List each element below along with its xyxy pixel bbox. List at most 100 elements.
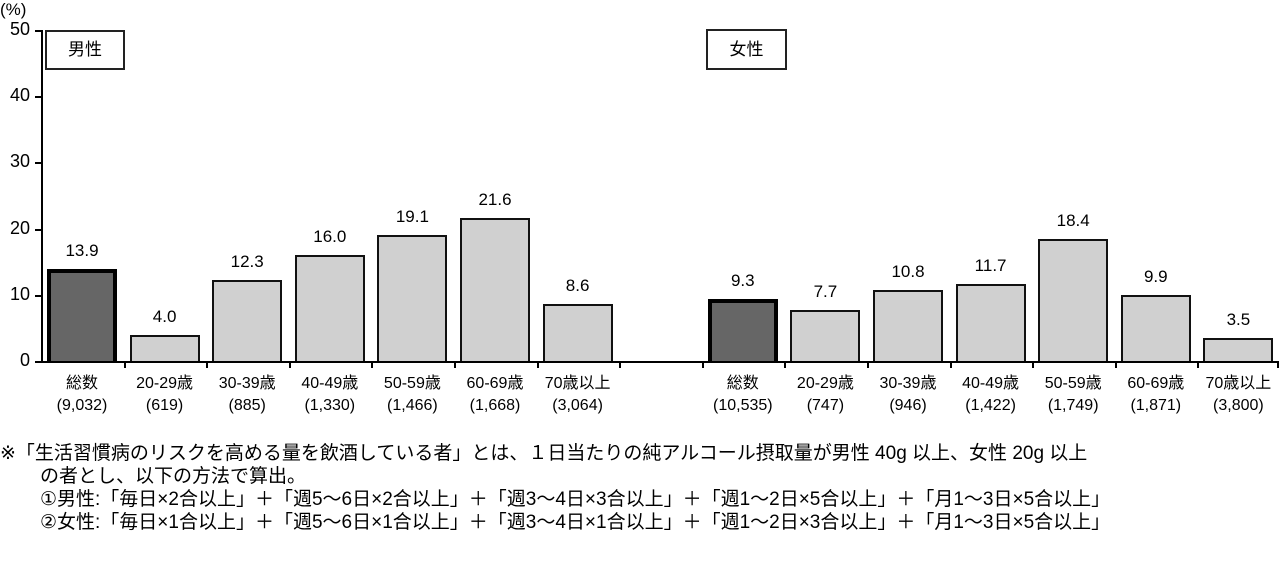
category-name: 70歳以上: [1205, 375, 1272, 392]
sample-size: (3,064): [552, 397, 603, 414]
value-label: 10.8: [891, 261, 925, 281]
y-axis-unit: (%): [0, 0, 27, 19]
y-tick: [35, 162, 41, 165]
category-label: 30-39歳 (946): [866, 373, 950, 417]
value-label: 19.1: [395, 206, 429, 226]
bar-age-group: [377, 234, 448, 361]
bar-total: [707, 299, 778, 361]
panel-label-male: 男性: [45, 30, 125, 70]
bar-age-group: [294, 255, 365, 361]
category-name: 50-59歳: [383, 375, 441, 392]
x-tick: [123, 361, 126, 368]
y-tick-label: 0: [19, 350, 30, 370]
bar-age-group: [460, 218, 530, 361]
sample-size: (619): [145, 397, 184, 414]
category-name: 30-39歳: [218, 375, 276, 392]
category-label: 30-39歳 (885): [205, 373, 289, 417]
bar-age-group: [873, 289, 943, 361]
category-label: 40-49歳 (1,330): [288, 373, 372, 417]
y-tick-label: 10: [9, 283, 30, 304]
footnote-male-criteria: ①男性:「毎日×2合以上」＋「週5～6日×2合以上」＋「週3～4日×3合以上」＋…: [40, 489, 1111, 510]
value-label: 9.9: [1143, 267, 1168, 287]
bar-age-group: [955, 283, 1026, 361]
sample-size: (1,749): [1047, 397, 1099, 414]
sample-size: (1,871): [1130, 397, 1182, 414]
bar-chart: (%) 0 10 20 30 40 50 男性 13.9 総数 (9,032) 4.0 20-29歳 (…: [0, 0, 1280, 417]
category-label: 40-49歳 (1,422): [949, 373, 1033, 417]
category-name: 30-39歳: [879, 375, 937, 392]
sample-size: (1,422): [965, 397, 1016, 414]
category-name: 20-29歳: [796, 375, 854, 392]
x-tick: [1032, 361, 1035, 368]
x-tick: [206, 361, 209, 368]
sample-size: (9,032): [56, 397, 108, 414]
bar-age-group: [542, 304, 613, 361]
y-tick: [35, 96, 41, 99]
value-label: 11.7: [974, 255, 1007, 275]
x-tick: [949, 361, 952, 368]
x-axis: [41, 361, 1279, 363]
category-label: 50-59歳 (1,749): [1031, 373, 1115, 417]
x-tick: [454, 361, 456, 368]
x-tick: [619, 361, 622, 368]
sample-size: (1,668): [469, 397, 521, 414]
bar-total: [47, 268, 117, 361]
footnote: ※「生活習慣病のリスクを高める量を飲酒している者」とは、１日当たりの純アルコール…: [0, 442, 1280, 534]
category-name: 総数: [726, 375, 759, 392]
x-tick: [701, 361, 704, 368]
category-label: 50-59歳 (1,466): [370, 373, 454, 417]
x-tick: [1277, 361, 1279, 368]
category-name: 50-59歳: [1044, 375, 1102, 392]
bar-age-group: [1038, 239, 1109, 361]
bar-age-group: [129, 334, 200, 361]
bar-age-group: [1203, 337, 1274, 361]
sample-size: (1,466): [387, 397, 438, 414]
value-label: 16.0: [313, 227, 347, 247]
category-name: 20-29歳: [136, 375, 194, 392]
category-name: 60-69歳: [466, 375, 524, 392]
category-name: 40-49歳: [962, 375, 1020, 392]
category-label: 総数 (9,032): [40, 373, 124, 417]
value-label: 9.3: [730, 271, 755, 291]
category-name: 40-49歳: [301, 375, 359, 392]
category-label: 総数 (10,535): [701, 373, 785, 417]
y-tick: [35, 294, 41, 297]
value-label: 4.0: [152, 306, 177, 326]
x-tick: [867, 361, 869, 368]
value-label: 3.5: [1226, 309, 1251, 329]
sample-size: (10,535): [713, 397, 773, 414]
sample-size: (3,800): [1213, 397, 1264, 414]
footnote-definition: ※「生活習慣病のリスクを高める量を飲酒している者」とは、１日当たりの純アルコール…: [0, 443, 1088, 464]
category-label: 60-69歳 (1,668): [453, 373, 537, 417]
x-tick: [1197, 361, 1200, 368]
sample-size: (747): [806, 397, 845, 414]
y-tick: [35, 361, 41, 363]
sample-size: (946): [889, 397, 927, 414]
y-tick-label: 30: [9, 151, 30, 172]
category-label: 70歳以上 (3,064): [536, 373, 620, 417]
x-tick: [536, 361, 539, 368]
x-tick: [1114, 361, 1117, 368]
x-tick: [371, 361, 374, 368]
value-label: 21.6: [478, 190, 512, 209]
footnote-method: の者とし、以下の方法で算出。: [40, 466, 307, 487]
category-label: 70歳以上 (3,800): [1196, 373, 1280, 417]
bar-age-group: [790, 310, 861, 361]
y-tick: [35, 30, 41, 32]
footnote-female-criteria: ②女性:「毎日×1合以上」＋「週5～6日×1合以上」＋「週3～4日×1合以上」＋…: [40, 512, 1111, 533]
bar-age-group: [1120, 295, 1191, 361]
bar-age-group: [212, 279, 283, 361]
x-tick: [288, 361, 291, 368]
value-label: 8.6: [565, 276, 590, 296]
y-tick: [35, 228, 41, 231]
value-label: 7.7: [813, 282, 838, 302]
category-label: 20-29歳 (747): [783, 373, 867, 417]
y-tick-label: 50: [9, 19, 30, 39]
category-label: 20-29歳 (619): [123, 373, 207, 417]
value-label: 18.4: [1056, 211, 1090, 231]
value-label: 12.3: [230, 251, 264, 271]
y-axis: [41, 30, 43, 363]
category-label: 60-69歳 (1,871): [1114, 373, 1198, 417]
category-name: 総数: [65, 375, 98, 392]
y-tick-label: 20: [9, 217, 30, 238]
